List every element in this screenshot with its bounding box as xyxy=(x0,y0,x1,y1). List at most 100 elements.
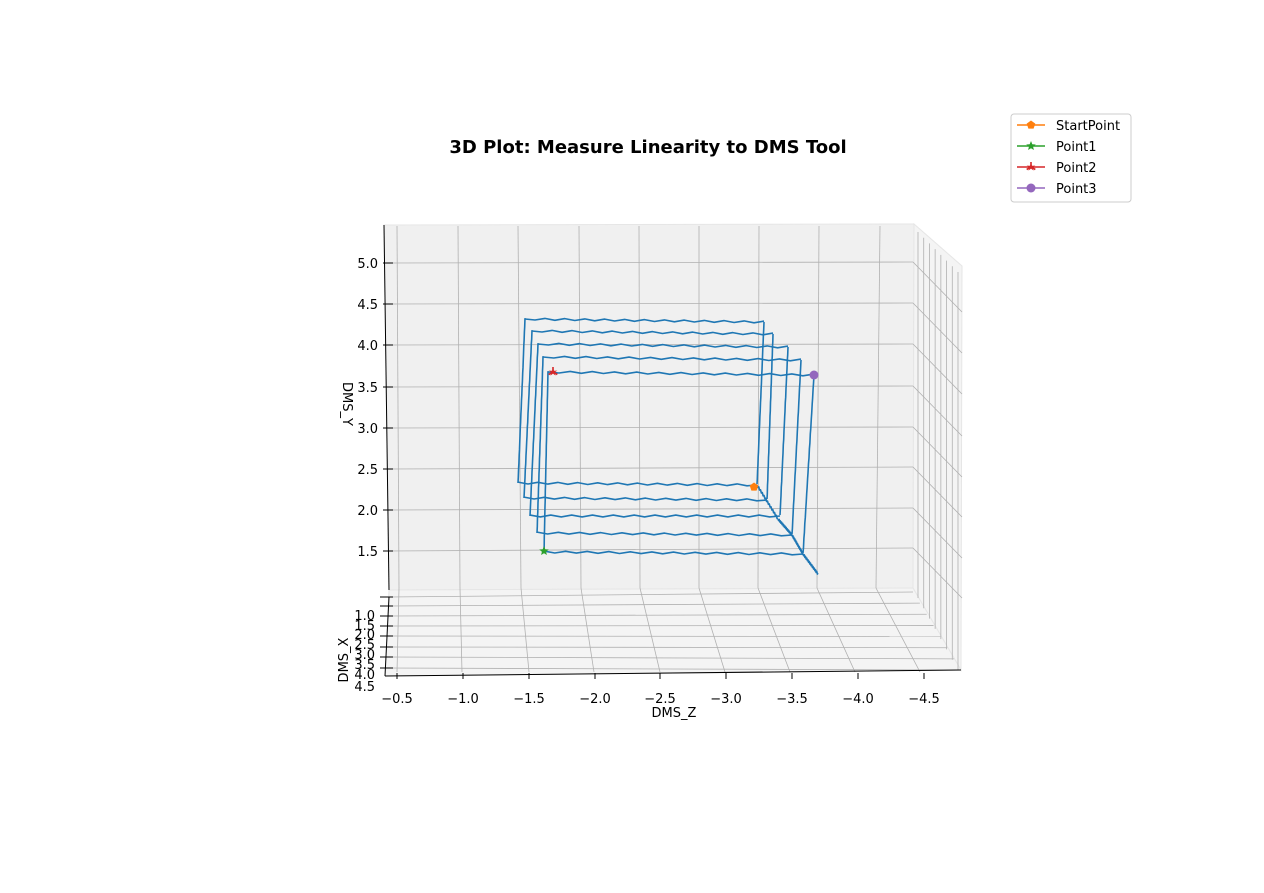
grid-line-x xyxy=(578,225,582,589)
z-tick-label: 4.5 xyxy=(354,680,375,695)
axes-panes xyxy=(383,222,963,677)
x-tick-label: −2.5 xyxy=(644,692,676,707)
grid-line-x xyxy=(816,225,820,589)
grid-line-side xyxy=(912,507,963,559)
x-tick-label: −3.0 xyxy=(710,692,742,707)
grid-line-y xyxy=(388,466,914,470)
grid-line-floor xyxy=(396,587,400,673)
legend-label: Point2 xyxy=(1056,161,1097,176)
grid-line-side xyxy=(912,261,963,313)
grid-line-z xyxy=(385,656,955,660)
chart-title: 3D Plot: Measure Linearity to DMS Tool xyxy=(449,137,846,158)
trace-segment xyxy=(537,342,789,349)
x-tick-label: −1.0 xyxy=(447,692,479,707)
grid-line-side xyxy=(912,466,963,518)
grid-line-z xyxy=(386,646,948,649)
point-markers xyxy=(539,367,819,555)
trace-segment xyxy=(523,330,533,499)
trace-segment xyxy=(547,370,815,377)
y-tick-label: 4.5 xyxy=(357,298,378,313)
x-tick-label: −4.5 xyxy=(908,692,940,707)
trace-segment xyxy=(517,481,758,487)
x-tick-label: −4.0 xyxy=(842,692,874,707)
legend-label: Point1 xyxy=(1056,140,1097,155)
z-tick-label: 2.0 xyxy=(354,628,375,643)
z-axis-title: DMS_X xyxy=(337,637,352,682)
grid-line-y xyxy=(388,507,914,511)
legend-label: StartPoint xyxy=(1056,119,1120,134)
legend-label: Point3 xyxy=(1056,182,1097,197)
grid-lines xyxy=(384,225,963,673)
z-tick-label: 2.5 xyxy=(354,638,375,653)
y-tick-label: 2.5 xyxy=(357,463,378,478)
trace-segment xyxy=(536,356,544,534)
legend-frame xyxy=(1010,113,1132,203)
grid-line-x xyxy=(517,225,522,589)
back-pane xyxy=(383,223,915,591)
y-tick-labels: 1.5 2.0 2.5 3.0 3.5 4.0 4.5 5.0 xyxy=(357,257,393,560)
legend-item: Point2 xyxy=(1017,161,1097,176)
trace-segment xyxy=(523,496,768,502)
y-tick-label: 1.5 xyxy=(357,545,378,560)
grid-line-x xyxy=(638,225,641,589)
trace-segment xyxy=(531,329,774,336)
z-tick-label: 1.5 xyxy=(354,619,375,634)
y-tick-label: 3.5 xyxy=(357,381,378,396)
grid-line-z xyxy=(384,667,962,671)
y-tick-label: 2.0 xyxy=(357,504,378,519)
x-axis-title: DMS_Z xyxy=(652,706,697,721)
x-tick-label: −2.0 xyxy=(579,692,611,707)
z-tick-label: 3.5 xyxy=(354,658,375,673)
legend-marker xyxy=(1026,183,1036,193)
x-axis-line xyxy=(384,669,962,677)
grid-line-side xyxy=(912,302,963,354)
trace-segment xyxy=(543,371,549,553)
grid-line-y xyxy=(388,385,914,388)
legend: StartPoint Point1 Point2 Point3 xyxy=(1010,113,1132,203)
grid-line-x xyxy=(875,225,881,589)
startpoint-marker xyxy=(749,482,759,491)
x-tick-label: −3.5 xyxy=(776,692,808,707)
y-axis-line xyxy=(383,224,390,591)
grid-line-z xyxy=(386,635,941,637)
point3-marker xyxy=(809,370,819,380)
trace-segment xyxy=(802,553,819,575)
trace-segment xyxy=(524,317,765,324)
grid-line-y xyxy=(388,261,914,264)
grid-line-z xyxy=(387,613,927,617)
legend-item: Point1 xyxy=(1017,140,1097,155)
trace-segment xyxy=(791,534,804,555)
x-tick-label: −0.5 xyxy=(381,692,413,707)
grid-line-side xyxy=(912,547,963,599)
legend-marker xyxy=(1026,120,1036,129)
trajectory-trace xyxy=(517,317,819,575)
floor-pane xyxy=(384,587,962,677)
grid-line-side xyxy=(912,426,963,478)
grid-line-y xyxy=(388,426,914,429)
trace-segment xyxy=(802,374,815,554)
legend-marker xyxy=(1026,162,1036,171)
x-tick-labels: −0.5 −1.0 −1.5 −2.0 −2.5 −3.0 −3.5 −4.0 −4.5 xyxy=(381,673,940,707)
trace-segment xyxy=(517,318,526,484)
grid-line-z xyxy=(387,625,934,627)
grid-line-floor xyxy=(875,587,921,673)
grid-line-y xyxy=(388,343,914,346)
trace-segment xyxy=(756,484,779,520)
trace-segment xyxy=(756,321,765,485)
y-tick-label: 5.0 xyxy=(357,257,378,272)
grid-line-x xyxy=(396,225,400,589)
grid-line-floor xyxy=(816,587,856,673)
grid-line-y xyxy=(388,547,914,552)
trace-segment xyxy=(777,518,793,536)
grid-line-floor xyxy=(520,587,530,673)
grid-line-y xyxy=(388,302,914,305)
point2-marker xyxy=(548,367,558,376)
point1-marker xyxy=(539,546,549,555)
x-tick-label: −1.5 xyxy=(513,692,545,707)
y-tick-label: 4.0 xyxy=(357,339,378,354)
grid-line-z xyxy=(388,591,914,598)
y-tick-label: 3.0 xyxy=(357,422,378,437)
z-tick-labels: 1.01.52.02.53.03.54.04.5 xyxy=(354,596,393,695)
